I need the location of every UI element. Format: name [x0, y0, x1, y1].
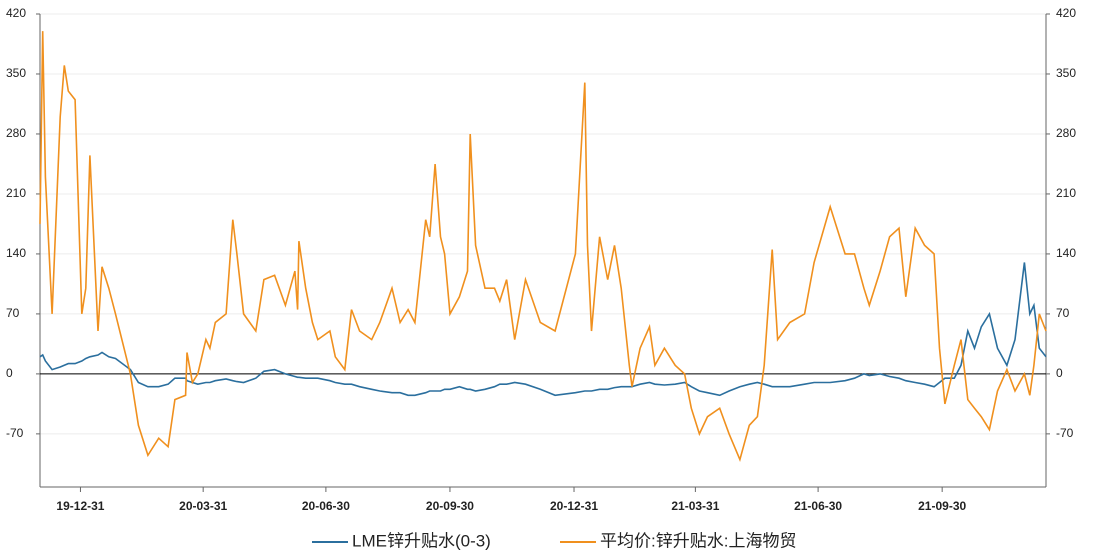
y-tick-label: -70	[6, 426, 24, 440]
y-tick-label: 140	[6, 246, 26, 260]
y2-tick-label: 350	[1056, 66, 1076, 80]
x-tick-label: 20-03-31	[179, 499, 227, 513]
y2-tick-label: 140	[1056, 246, 1076, 260]
x-tick-label: 20-09-30	[426, 499, 474, 513]
x-tick-label: 21-03-31	[671, 499, 719, 513]
legend-label: LME锌升贴水(0-3)	[352, 531, 491, 550]
y2-tick-label: 70	[1056, 306, 1070, 320]
y-tick-label: 0	[6, 366, 13, 380]
y2-tick-label: 210	[1056, 186, 1076, 200]
legend-label: 平均价:锌升贴水:上海物贸	[600, 531, 796, 550]
y2-tick-label: -70	[1056, 426, 1074, 440]
y2-tick-label: 280	[1056, 126, 1076, 140]
y2-tick-label: 420	[1056, 6, 1076, 20]
series-line	[39, 31, 1047, 463]
y-tick-label: 70	[6, 306, 20, 320]
y-tick-label: 280	[6, 126, 26, 140]
x-tick-label: 21-09-30	[918, 499, 966, 513]
y-tick-label: 420	[6, 6, 26, 20]
x-tick-label: 21-06-30	[794, 499, 842, 513]
y-tick-label: 210	[6, 186, 26, 200]
y2-tick-label: 0	[1056, 366, 1063, 380]
y-tick-label: 350	[6, 66, 26, 80]
x-tick-label: 20-06-30	[302, 499, 350, 513]
x-tick-label: 19-12-31	[56, 499, 104, 513]
x-tick-label: 20-12-31	[550, 499, 598, 513]
